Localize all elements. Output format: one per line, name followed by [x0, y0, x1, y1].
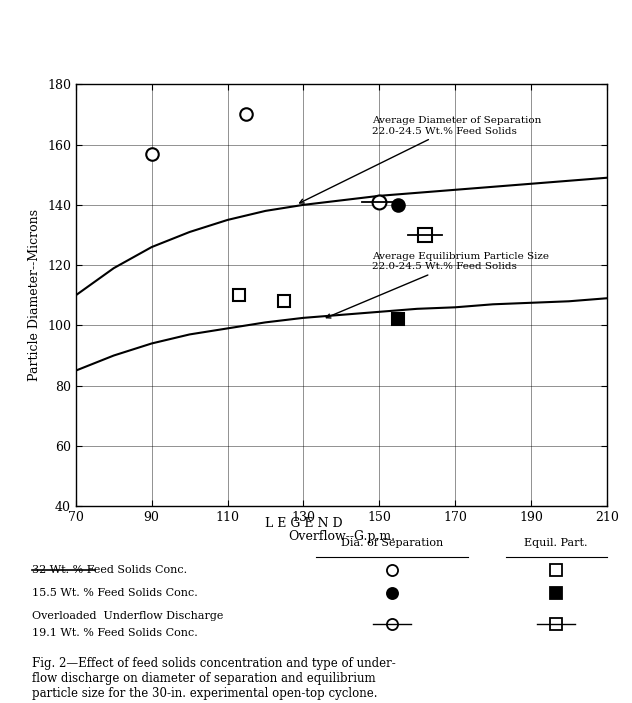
Text: Average Equilibrium Particle Size
22.0-24.5 Wt.% Feed Solids: Average Equilibrium Particle Size 22.0-2…	[326, 252, 549, 318]
X-axis label: Overflow--G.p.m.: Overflow--G.p.m.	[288, 529, 395, 543]
Text: Equil. Part.: Equil. Part.	[525, 538, 588, 548]
Text: L E G E N D: L E G E N D	[265, 517, 342, 530]
Y-axis label: Particle Diameter--Microns: Particle Diameter--Microns	[28, 209, 42, 381]
Text: Dia. of Separation: Dia. of Separation	[341, 538, 443, 548]
Text: Fig. 2—Effect of feed solids concentration and type of under-
flow discharge on : Fig. 2—Effect of feed solids concentrati…	[32, 657, 396, 700]
Text: Overloaded  Underflow Discharge: Overloaded Underflow Discharge	[32, 611, 223, 621]
Text: 32 Wt. % Feed Solids Conc.: 32 Wt. % Feed Solids Conc.	[32, 565, 186, 575]
Text: Average Diameter of Separation
22.0-24.5 Wt.% Feed Solids: Average Diameter of Separation 22.0-24.5…	[300, 116, 541, 203]
Text: 15.5 Wt. % Feed Solids Conc.: 15.5 Wt. % Feed Solids Conc.	[32, 588, 197, 598]
Text: 19.1 Wt. % Feed Solids Conc.: 19.1 Wt. % Feed Solids Conc.	[32, 628, 197, 638]
